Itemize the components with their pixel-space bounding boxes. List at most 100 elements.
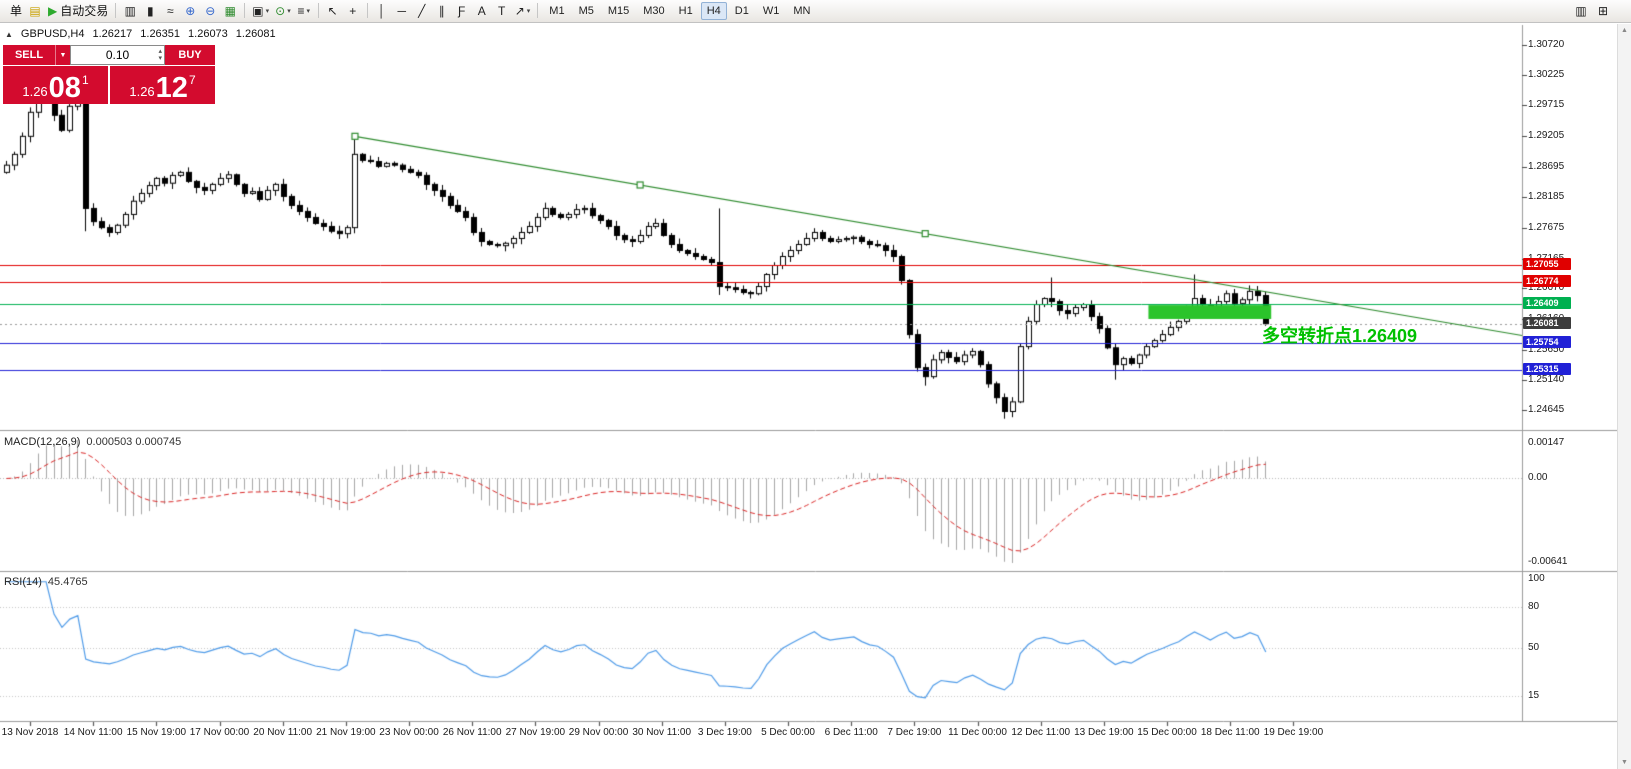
toolbar-separator (115, 3, 117, 18)
collapse-trade-panel-icon[interactable]: ▲ (5, 29, 13, 39)
spin-down-icon[interactable]: ▾ (158, 55, 162, 62)
arrows-icon[interactable]: ↗ ▾ (512, 1, 534, 20)
fibonacci-icon-glyph: Ƒ (458, 3, 466, 18)
bar-chart-icon-glyph: ▥ (124, 3, 136, 18)
volume-input[interactable]: 0.10 ▴ ▾ (70, 45, 165, 65)
scroll-down-icon[interactable]: ▼ (1621, 759, 1628, 766)
ohlc-low: 1.26073 (188, 28, 228, 40)
buy-price-pips: 12 (155, 72, 188, 105)
buy-price-point: 7 (188, 73, 196, 87)
new-order-button-label: 单 (10, 4, 23, 18)
timeframe-m15-button[interactable]: M15 (607, 4, 630, 17)
timeframe-m1-button[interactable]: M1 (549, 4, 565, 17)
timeframe-h4-button[interactable]: H4 (700, 1, 727, 20)
chart-ohlc-header: ▲ GBPUSD,H4 1.26217 1.26351 1.26073 1.26… (5, 28, 276, 40)
vertical-line-icon-glyph: │ (377, 3, 386, 18)
main-toolbar: 单 ▤ ▶ 自动交易 ▥ ▮ ≈ ⊕ ⊖ ▦ ▣ ▾ ⊙ ▾ ≡ ▾ ↖ + │ ─ ╱ ∥ Ƒ A T ↗ ▾ M1 M5 M15 M30… (0, 0, 1631, 23)
trendline-icon[interactable]: ╱ (412, 1, 432, 20)
dropdown-caret-icon: ▾ (287, 7, 291, 15)
trendline-icon-glyph: ╱ (418, 3, 426, 18)
text-icon-glyph: A (477, 3, 486, 18)
line-chart-icon[interactable]: ≈ (160, 1, 180, 20)
one-click-trading-panel: SELL ▼ 0.10 ▴ ▾ BUY 1.26 08 1 1.26 12 7 (3, 45, 215, 104)
sell-price-int: 1.26 (22, 84, 48, 99)
vertical-scrollbar[interactable]: ▲ ▼ (1617, 24, 1631, 769)
profiles-icon-glyph: ▤ (29, 3, 41, 18)
toolbar-separator (244, 3, 246, 18)
zoom-out-icon-glyph: ⊖ (205, 3, 216, 18)
vertical-line-icon[interactable]: │ (372, 1, 392, 20)
new-chart-icon[interactable]: ▣ ▾ (249, 1, 272, 20)
line-chart-icon-glyph: ≈ (166, 3, 174, 18)
timeframe-d1-button[interactable]: D1 (734, 4, 749, 17)
cursor-icon[interactable]: ↖ (323, 1, 343, 20)
toolbar-separator (366, 3, 368, 18)
new-chart-icon-glyph: ▣ (252, 3, 264, 18)
text-icon[interactable]: A (472, 1, 492, 20)
buy-price-display[interactable]: 1.26 12 7 (110, 66, 215, 104)
autotrading-button-label: 自动交易 (60, 4, 109, 18)
toolbar-right-group: ▥ ⊞ (1571, 1, 1613, 20)
buy-button[interactable]: BUY (165, 45, 215, 65)
period-icon[interactable]: ⊙ ▾ (272, 1, 294, 20)
horizontal-line-icon[interactable]: ─ (392, 1, 412, 20)
crosshair-icon[interactable]: + (343, 1, 363, 20)
chart-symbol-period: GBPUSD,H4 (20, 28, 85, 40)
new-order-button[interactable]: 单 (4, 1, 25, 20)
buy-price-int: 1.26 (129, 84, 155, 99)
horizontal-line-icon-glyph: ─ (397, 3, 406, 18)
spin-up-icon[interactable]: ▴ (158, 48, 162, 55)
label-icon-glyph: T (498, 3, 506, 18)
dropdown-caret-icon: ▾ (265, 7, 270, 15)
channel-icon-glyph: ∥ (438, 3, 445, 18)
toolbar-separator (317, 3, 319, 18)
macd-name: MACD(12,26,9) (4, 436, 81, 448)
trade-panel-controls: SELL ▼ 0.10 ▴ ▾ BUY (3, 45, 215, 65)
tile-windows-icon[interactable]: ▦ (220, 1, 240, 20)
chart-window-icon-glyph: ▥ (1575, 3, 1587, 18)
sell-price-point: 1 (81, 73, 89, 87)
dropdown-caret-icon: ▾ (526, 7, 531, 15)
volume-spinner[interactable]: ▴ ▾ (158, 48, 162, 62)
sell-price-display[interactable]: 1.26 08 1 (3, 66, 108, 104)
candlestick-chart-icon[interactable]: ▮ (140, 1, 160, 20)
autotrading-button[interactable]: ▶ 自动交易 (45, 1, 111, 20)
pivot-annotation-text: 多空转折点1.26409 (1262, 326, 1418, 346)
zoom-in-icon-glyph: ⊕ (185, 3, 196, 18)
period-icon-glyph: ⊙ (275, 3, 286, 18)
templates-icon[interactable]: ≡ ▾ (294, 1, 314, 20)
sell-price-pips: 08 (48, 72, 81, 105)
ohlc-high: 1.26351 (140, 28, 181, 40)
autotrading-button-glyph: ▶ (48, 3, 58, 18)
cursor-icon-glyph: ↖ (327, 3, 338, 18)
profiles-icon[interactable]: ▤ (25, 1, 45, 20)
rsi-name: RSI(14) (4, 576, 42, 588)
zoom-in-icon[interactable]: ⊕ (180, 1, 200, 20)
docking-icon-glyph: ⊞ (1597, 3, 1609, 18)
scroll-up-icon[interactable]: ▲ (1621, 27, 1628, 34)
label-icon[interactable]: T (492, 1, 512, 20)
templates-icon-glyph: ≡ (297, 3, 305, 18)
timeframe-mn-button[interactable]: MN (793, 4, 811, 17)
timeframe-m30-button[interactable]: M30 (643, 4, 665, 17)
volume-dropdown-caret-icon[interactable]: ▼ (55, 45, 70, 65)
timeframe-w1-button[interactable]: W1 (762, 4, 780, 17)
rsi-value: 45.4765 (47, 576, 88, 588)
tile-windows-icon-glyph: ▦ (224, 3, 236, 18)
candlestick-chart-icon-glyph: ▮ (146, 3, 154, 18)
chart-window-icon[interactable]: ▥ (1571, 1, 1591, 20)
docking-icon[interactable]: ⊞ (1593, 1, 1613, 20)
volume-value: 0.10 (105, 48, 130, 62)
timeframe-h1-button[interactable]: H1 (678, 4, 693, 17)
toolbar-separator (537, 3, 539, 18)
dropdown-caret-icon: ▾ (306, 7, 310, 15)
channel-icon[interactable]: ∥ (432, 1, 452, 20)
sell-button[interactable]: SELL (3, 45, 55, 65)
fibonacci-icon[interactable]: Ƒ (452, 1, 472, 20)
zoom-out-icon[interactable]: ⊖ (200, 1, 220, 20)
timeframe-m5-button[interactable]: M5 (578, 4, 594, 17)
macd-values: 0.000503 0.000745 (86, 436, 182, 448)
bar-chart-icon[interactable]: ▥ (120, 1, 140, 20)
